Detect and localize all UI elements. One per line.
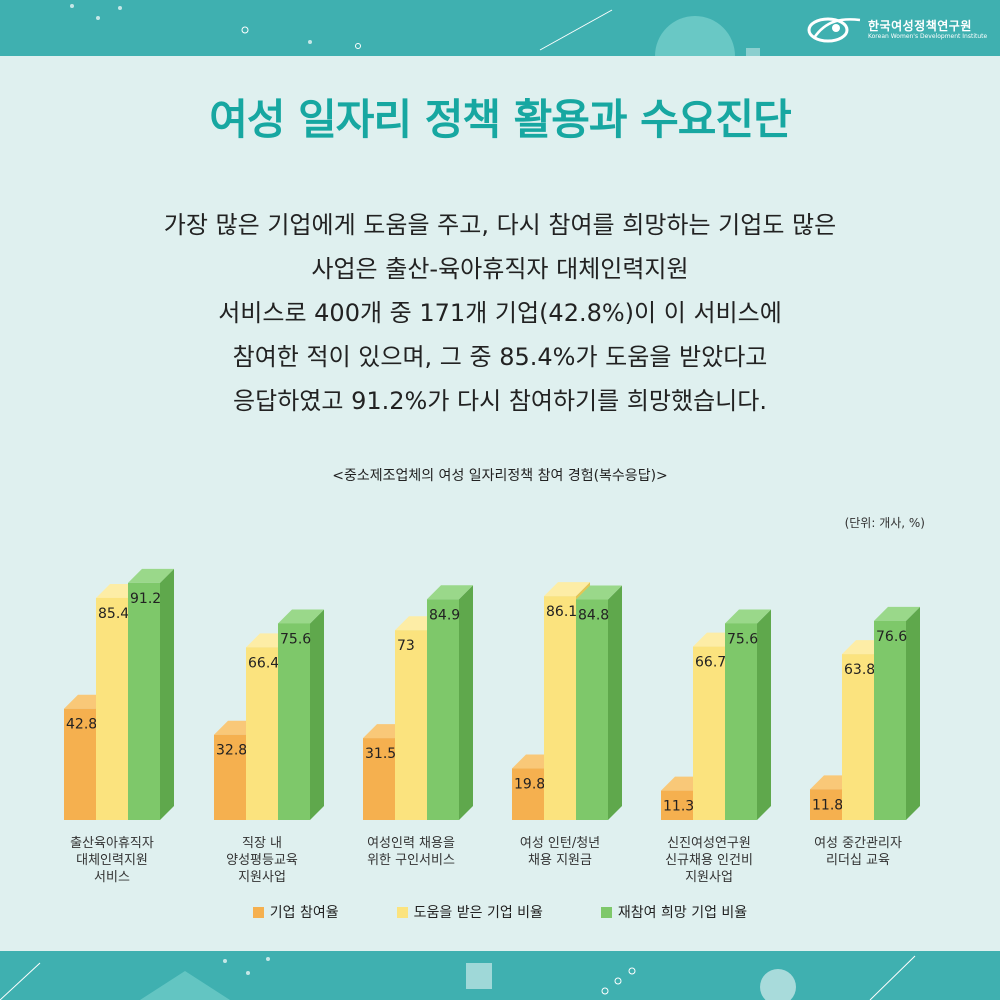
bar: [810, 789, 842, 820]
bar: [278, 623, 310, 820]
bar: [544, 596, 576, 820]
category-label: 서비스: [94, 870, 130, 885]
data-label: 11.8: [812, 797, 843, 813]
data-label: 32.8: [216, 743, 247, 759]
legend-swatch: [600, 906, 612, 918]
category-label: 위한 구인서비스: [367, 853, 455, 868]
bar-top: [576, 585, 622, 600]
legend-item: 도움을 받은 기업 비율: [396, 902, 543, 922]
bar: [725, 623, 757, 820]
legend-label: 도움을 받은 기업 비율: [413, 905, 543, 921]
bar: [395, 630, 427, 820]
bar: [661, 790, 693, 820]
data-label: 75.6: [727, 631, 758, 647]
bar: [874, 620, 906, 820]
data-label: 75.6: [280, 631, 311, 647]
data-label: 85.4: [98, 606, 129, 622]
legend-label: 재참여 희망 기업 비율: [617, 905, 748, 921]
data-label: 11.3: [663, 799, 694, 815]
bar: [427, 599, 459, 820]
bar: [96, 597, 128, 820]
bar: [246, 647, 278, 820]
bar-chart: 42.885.491.2출산육아휴직자대체인력지원서비스32.866.475.6…: [64, 568, 920, 885]
bar: [693, 646, 725, 820]
category-label: 출산육아휴직자: [70, 836, 154, 851]
bar-side: [310, 609, 324, 820]
description-line: 사업은 출산-육아휴직자 대체인력지원: [311, 255, 689, 283]
data-label: 31.5: [365, 746, 396, 762]
bar: [214, 734, 246, 820]
data-label: 73: [397, 638, 415, 654]
org-logo: 한국여성정책연구원 Korean Women's Development Ins…: [806, 14, 987, 46]
decorative-shapes-bottom: [0, 955, 916, 1000]
description-line: 가장 많은 기업에게 도움을 주고, 다시 참여를 희망하는 기업도 많은: [163, 211, 837, 239]
category-label: 신진여성연구원: [667, 836, 751, 851]
bar: [576, 599, 608, 820]
category-label: 대체인력지원: [76, 853, 148, 868]
data-label: 19.8: [514, 777, 545, 793]
data-label: 86.1: [546, 604, 577, 620]
data-label: 84.9: [429, 607, 460, 623]
category-label: 양성평등교육: [226, 853, 298, 868]
legend-swatch: [252, 906, 264, 918]
data-label: 42.8: [66, 717, 97, 733]
category-label: 신규채용 인건비: [665, 853, 753, 868]
bottom-banner: [0, 951, 1000, 1000]
bar-top: [427, 585, 473, 600]
category-label: 여성인력 채용을: [367, 836, 455, 851]
bar: [128, 582, 160, 820]
description-line: 서비스로 400개 중 171개 기업(42.8%)이 이 서비스에: [218, 299, 782, 327]
category-label: 여성 중간관리자: [814, 836, 902, 851]
bar-top: [544, 582, 590, 597]
category-label: 리더십 교육: [826, 853, 890, 868]
legend-label: 기업 참여율: [269, 905, 339, 921]
data-label: 91.2: [130, 591, 161, 607]
category-label: 여성 인턴/청년: [520, 836, 600, 851]
category-label: 채용 지원금: [528, 853, 592, 868]
top-banner: 한국여성정책연구원 Korean Women's Development Ins…: [0, 0, 1000, 56]
data-label: 76.6: [876, 629, 907, 645]
legend-swatch: [396, 906, 408, 918]
org-name-korean: 한국여성정책연구원: [868, 19, 972, 33]
chart-title: <중소제조업체의 여성 일자리정책 참여 경험(복수응답)>: [332, 468, 668, 484]
legend-item: 재참여 희망 기업 비율: [600, 902, 748, 922]
category-label: 직장 내: [242, 836, 282, 851]
bar: [842, 654, 874, 820]
data-label: 84.8: [578, 608, 609, 624]
bar-top: [128, 568, 174, 583]
bar-top: [725, 609, 771, 624]
bar-side: [459, 585, 473, 820]
bar: [64, 708, 96, 820]
bar-top: [278, 609, 324, 624]
legend-item: 기업 참여율: [252, 902, 339, 922]
kwdi-logo-icon: [807, 17, 861, 43]
org-name-english: Korean Women's Development Institute: [868, 33, 988, 40]
decorative-shapes-top: [70, 4, 760, 56]
description-line: 응답하였고 91.2%가 다시 참여하기를 희망했습니다.: [233, 387, 767, 415]
bar: [363, 738, 395, 820]
page-title: 여성 일자리 정책 활용과 수요진단: [209, 95, 791, 144]
bar: [512, 768, 544, 820]
description-line: 참여한 적이 있으며, 그 중 85.4%가 도움을 받았다고: [232, 343, 768, 371]
bar-side: [608, 585, 622, 820]
bar-side: [757, 609, 771, 820]
category-label: 지원사업: [685, 870, 733, 885]
chart-legend: 기업 참여율 도움을 받은 기업 비율 재참여 희망 기업 비율: [0, 902, 1000, 922]
data-label: 63.8: [844, 662, 875, 678]
bar-top: [874, 606, 920, 621]
description: 가장 많은 기업에게 도움을 주고, 다시 참여를 희망하는 기업도 많은 사업…: [40, 203, 960, 423]
chart-unit: (단위: 개사, %): [844, 516, 925, 530]
bar-side: [160, 568, 174, 820]
category-label: 지원사업: [238, 870, 286, 885]
data-label: 66.7: [695, 655, 726, 671]
bar-side: [906, 606, 920, 820]
data-label: 66.4: [248, 655, 279, 671]
